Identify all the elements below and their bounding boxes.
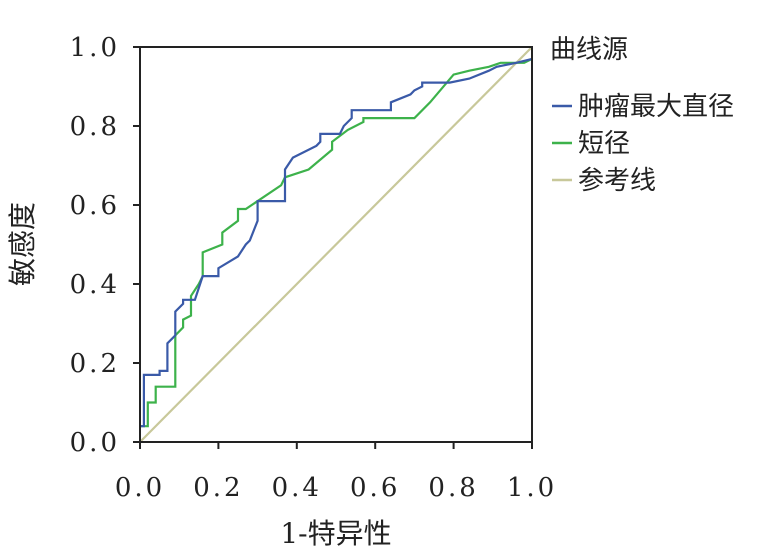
y-tick-label: 0.2 xyxy=(70,349,120,379)
y-tick-label: 0.6 xyxy=(70,191,120,221)
series-line-2 xyxy=(139,46,533,443)
x-axis-title: 1-特异性 xyxy=(280,517,391,550)
x-tick-label: 0.0 xyxy=(115,473,165,503)
x-tick-label: 0.6 xyxy=(350,473,400,503)
y-tick-label: 0.4 xyxy=(70,270,120,300)
x-tick-label: 1.0 xyxy=(507,473,557,503)
series-layer xyxy=(139,46,533,443)
axis-layer: 0.0 0.2 0.4 0.6 0.8 1.0 0.0 0.2 0.4 0.6 0.8 1.0 xyxy=(70,33,557,503)
x-tick-label: 0.4 xyxy=(272,473,322,503)
plot-frame xyxy=(139,46,533,443)
y-tick-label: 0.8 xyxy=(70,112,120,142)
y-axis-title: 敏感度 xyxy=(6,202,39,286)
legend-label-0: 肿瘤最大直径 xyxy=(578,92,734,122)
legend-label-1: 短径 xyxy=(578,129,630,159)
x-tick-label: 0.8 xyxy=(428,473,478,503)
series-line-0 xyxy=(140,57,533,428)
x-tick-label: 0.2 xyxy=(193,473,243,503)
y-tick-label: 1.0 xyxy=(70,33,120,63)
legend-label-2: 参考线 xyxy=(578,166,656,196)
series-line-1 xyxy=(140,57,533,428)
y-tick-label: 0.0 xyxy=(70,428,120,458)
legend-title: 曲线源 xyxy=(550,35,628,65)
